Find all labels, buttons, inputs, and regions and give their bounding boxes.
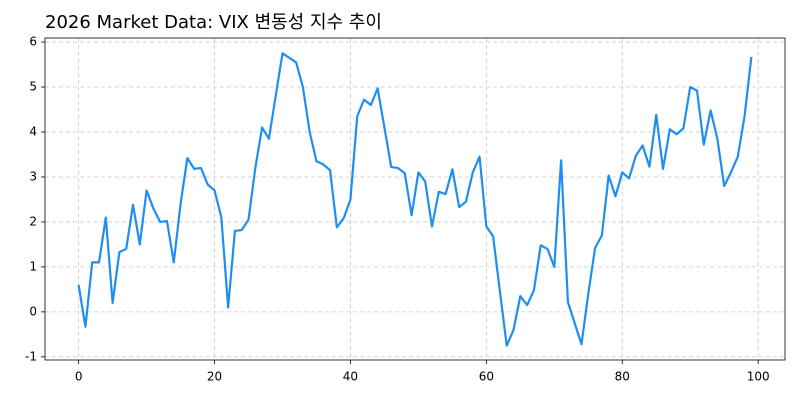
x-tick-label: 80 <box>615 370 630 384</box>
line-series <box>77 52 753 347</box>
y-tick-label: 1 <box>29 259 37 273</box>
y-tick-label: 2 <box>29 214 37 228</box>
x-tick-label: 20 <box>207 370 222 384</box>
x-tick-label: 40 <box>343 370 358 384</box>
x-tick-label: 0 <box>75 370 83 384</box>
y-tick-label: 5 <box>29 80 37 94</box>
y-tick-label: 4 <box>29 124 37 138</box>
x-tick-label: 60 <box>479 370 494 384</box>
y-tick-label: -1 <box>25 349 37 363</box>
chart-title: 2026 Market Data: VIX 변동성 지수 추이 <box>45 12 382 33</box>
x-tick-label: 100 <box>747 370 770 384</box>
plot-frame <box>44 37 786 361</box>
y-tick-label: 3 <box>29 169 37 183</box>
y-tick-label: 6 <box>29 35 37 49</box>
y-tick-label: 0 <box>29 304 37 318</box>
